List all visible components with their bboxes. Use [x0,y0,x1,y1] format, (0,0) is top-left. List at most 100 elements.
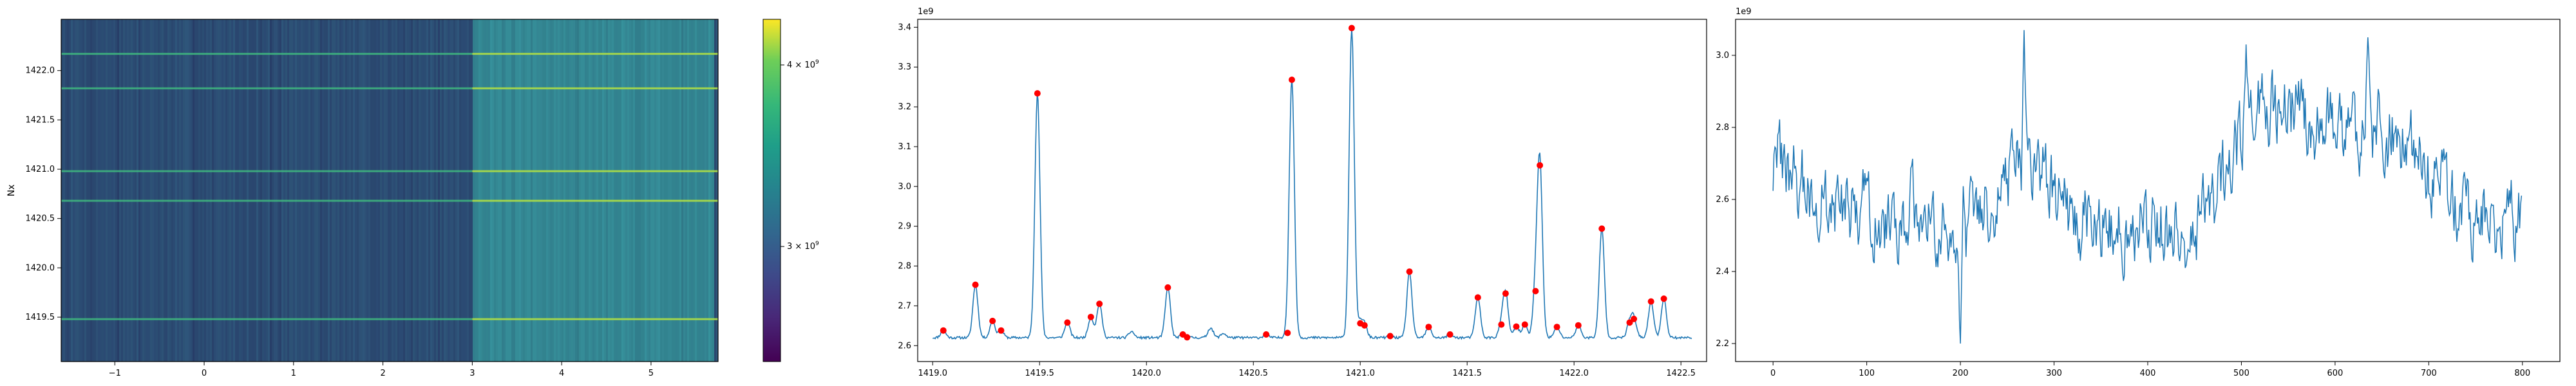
heatmap-column [301,19,303,362]
x-tick-label: 4 [559,369,564,378]
heatmap-column [185,19,187,362]
peak-marker [1348,24,1355,32]
colorbar: 3 × 109 4 × 109 [762,19,819,362]
peak-marker [1575,322,1582,329]
heatmap-column [465,19,468,362]
heatmap-y-axis: 1419.5 1420.0 1420.5 1421.0 1421.5 1422.0 [26,66,61,322]
heatmap-column [312,19,315,362]
heatmap-column [623,19,626,362]
heatmap-column [357,19,359,362]
heatmap-column [113,19,116,362]
heatmap-frame [61,19,719,362]
heatmap-column [162,19,164,362]
heatmap-column [647,19,649,362]
heatmap-column [100,19,102,362]
heatmap-column [631,19,634,362]
heatmap-column [167,19,170,362]
heatmap-column [436,19,439,362]
x-tick-label: 400 [2140,369,2156,378]
heatmap-column [600,19,603,362]
x-tick-label: 1422.5 [1666,369,1696,378]
heatmap-column [326,19,328,362]
heatmap-column [562,19,564,362]
heatmap-column [140,19,143,362]
heatmap-column [67,19,70,362]
heatmap-column [415,19,417,362]
heatmap-column [308,19,311,362]
peak-marker [1289,77,1295,83]
heatmap-column [324,19,327,362]
heatmap-column [310,19,313,362]
heatmap-column [129,19,131,362]
y-tick-label: 2.6 [1716,195,1729,205]
heatmap-column [592,19,595,362]
heatmap-column [635,19,638,362]
heatmap-column [150,19,153,362]
heatmap-column [245,19,247,362]
heatmap-column [471,19,473,362]
heatmap-column [679,19,682,362]
heatmap-column [544,19,547,362]
heatmap-column [513,19,516,362]
heatmap-column [138,19,141,362]
heatmap-column [218,19,220,362]
heatmap-column [650,19,653,362]
heatmap-column [225,19,228,362]
heatmap-column [69,19,71,362]
heatmap-column [426,19,429,362]
heatmap-column [341,19,344,362]
y-tick-label: 2.8 [1716,123,1729,133]
heatmap-column [677,19,680,362]
heatmap-column [80,19,83,362]
heatmap-column [194,19,197,362]
heatmap-column [279,19,282,362]
peaks-offset-label: 1e9 [918,7,934,17]
x-tick-label: 1 [291,369,296,378]
heatmap-bright-row [61,87,473,89]
heatmap-column [511,19,514,362]
heatmap-columns [61,19,718,362]
heatmap-column [123,19,126,362]
heatmap-column [488,19,491,362]
heatmap-column [674,19,676,362]
heatmap-column [604,19,607,362]
heatmap-column [587,19,589,362]
heatmap-column [575,19,578,362]
heatmap-column [589,19,591,362]
heatmap-column [685,19,688,362]
heatmap-column [249,19,251,362]
peaks-frame [917,19,1707,362]
heatmap-column [662,19,665,362]
heatmap-column [65,19,68,362]
x-tick-label: 100 [1859,369,1875,378]
heatmap-column [618,19,620,362]
y-tick-label: 1420.5 [26,214,55,224]
heatmap-column [378,19,381,362]
x-tick-label: 200 [1953,369,1969,378]
peak-marker [1361,322,1368,329]
heatmap-bright-row [61,170,473,172]
heatmap-column [75,19,77,362]
heatmap-column [339,19,342,362]
heatmap-column [658,19,661,362]
heatmap-column [233,19,236,362]
y-tick-label: 1422.0 [26,66,55,76]
heatmap-column [538,19,541,362]
heatmap-column [571,19,574,362]
heatmap-column [102,19,104,362]
heatmap-column [231,19,234,362]
x-tick-label: 300 [2046,369,2062,378]
peak-marker [1598,225,1605,232]
heatmap-column [548,19,551,362]
colorbar-gradient [762,19,781,362]
y-tick-label: 1421.0 [26,165,55,174]
heatmap-column [521,19,524,362]
heatmap-column [608,19,611,362]
heatmap-column [131,19,133,362]
heatmap-column [478,19,481,362]
heatmap-column [645,19,647,362]
heatmap-column [668,19,670,362]
heatmap-column [270,19,272,362]
heatmap-column [229,19,232,362]
heatmap-column [399,19,402,362]
